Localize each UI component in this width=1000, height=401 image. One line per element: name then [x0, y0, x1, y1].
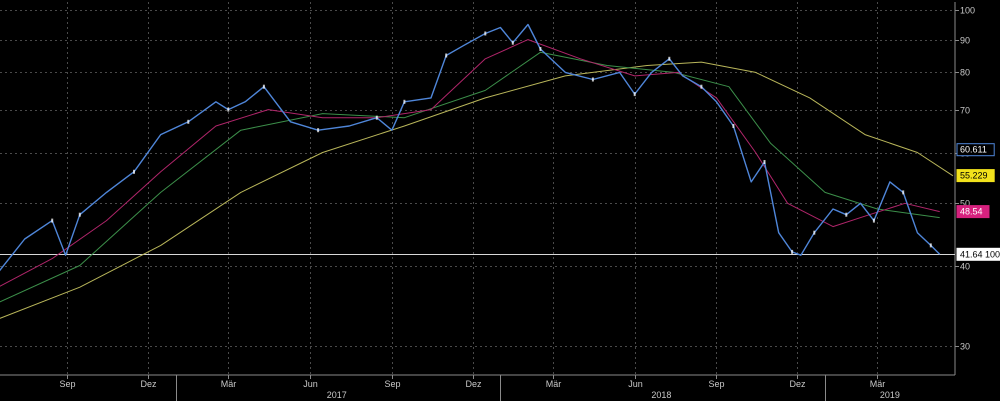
year-label: 2018: [651, 390, 671, 400]
x-tick-label: Dez: [465, 379, 482, 389]
y-tick-label: 30: [960, 342, 970, 352]
value-tags: 60.611 55.229 48.54 41.64 100: [956, 143, 1000, 261]
x-tick-label: Sep: [708, 379, 724, 389]
price-candle: [539, 47, 542, 51]
price-candle: [902, 190, 905, 195]
x-tick-label: Mär: [221, 379, 237, 389]
price-candle: [484, 31, 487, 36]
price-candle: [929, 243, 932, 248]
price-candle: [133, 169, 135, 174]
price-candle: [262, 84, 265, 89]
value-tag: [956, 205, 990, 219]
price-line: [0, 23, 941, 272]
year-label: 2017: [327, 390, 347, 400]
price-candle: [732, 124, 735, 128]
price-candle: [668, 56, 671, 61]
value-tag: [956, 247, 1000, 261]
value-tag-label: 41.64 100: [960, 249, 1000, 259]
price-candle: [445, 53, 448, 58]
price-candle: [78, 212, 81, 217]
x-axis: Sep Dez Mär Jun Sep Dez Mär Jun Sep Dez Mär 2017 201…: [0, 374, 955, 401]
moving-average-line: [0, 51, 940, 303]
price-candle: [51, 218, 54, 223]
price-candle: [375, 115, 378, 120]
price-candle: [791, 249, 794, 254]
x-tick-label: Dez: [140, 379, 157, 389]
x-tick-label: Dez: [789, 379, 806, 389]
y-tick-label: 40: [960, 262, 970, 272]
price-candle: [317, 128, 320, 133]
price-candle: [403, 99, 406, 104]
moving-average-line: [0, 39, 940, 287]
price-candle: [872, 218, 875, 223]
value-tag: [956, 169, 995, 183]
series-group: [0, 23, 954, 319]
x-tick-label: Mär: [546, 379, 562, 389]
price-candle: [227, 107, 230, 112]
price-candle: [591, 77, 594, 82]
y-tick-label: 90: [960, 36, 970, 46]
value-tag-label: 48.54: [960, 207, 983, 217]
x-tick-label: Sep: [384, 379, 400, 389]
value-tag-label: 55.229: [960, 171, 988, 181]
y-tick-label: 80: [960, 68, 970, 78]
price-candle: [763, 160, 766, 164]
x-tick-label: Jun: [628, 379, 643, 389]
grid: [0, 2, 955, 375]
x-tick-label: Jun: [303, 379, 318, 389]
price-candle: [813, 230, 816, 235]
y-tick-label: 100: [960, 6, 975, 16]
value-tag-label: 60.611: [960, 145, 987, 155]
price-candle: [633, 92, 636, 97]
year-label: 2019: [880, 390, 900, 400]
x-tick-label: Sep: [59, 379, 75, 389]
x-tick-label: Mär: [870, 379, 886, 389]
y-tick-label: 70: [960, 106, 970, 116]
price-candle: [511, 40, 514, 45]
price-candle: [187, 119, 190, 124]
moving-average-line: [0, 61, 954, 319]
y-tick-label: 50: [960, 199, 970, 209]
value-tag: [956, 143, 995, 157]
price-candle: [700, 84, 703, 89]
price-candle: [845, 212, 848, 217]
